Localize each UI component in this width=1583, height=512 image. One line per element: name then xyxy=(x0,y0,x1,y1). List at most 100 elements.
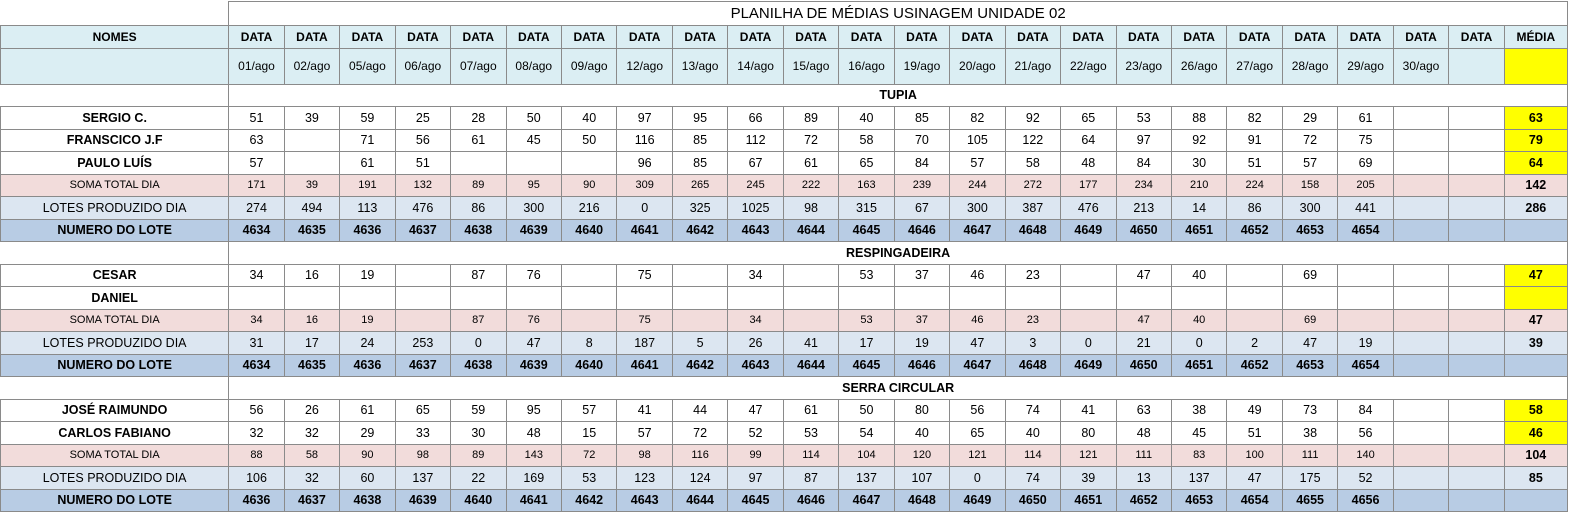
soma-total-row-cell[interactable]: 89 xyxy=(450,443,507,467)
value-cell[interactable]: 59 xyxy=(339,106,396,130)
value-cell[interactable] xyxy=(1060,286,1117,310)
numero-lote-row-cell[interactable]: 4648 xyxy=(893,488,951,512)
soma-total-row-cell[interactable]: 104 xyxy=(838,443,895,467)
value-cell[interactable]: 85 xyxy=(671,151,729,175)
value-cell[interactable]: 80 xyxy=(893,398,951,422)
soma-total-row-cell[interactable] xyxy=(394,308,452,332)
numero-lote-row-cell[interactable]: 4651 xyxy=(1170,218,1228,242)
data-header-cell[interactable]: DATA xyxy=(727,25,784,49)
value-cell[interactable]: 61 xyxy=(339,398,396,422)
soma-total-row-cell[interactable]: 177 xyxy=(1060,173,1117,197)
value-cell[interactable]: 61 xyxy=(782,151,840,175)
numero-lote-row-cell[interactable] xyxy=(1448,353,1505,377)
value-cell[interactable] xyxy=(671,286,729,310)
lotes-produzido-row-cell[interactable]: 53 xyxy=(560,466,618,490)
soma-total-row-cell[interactable]: 111 xyxy=(1281,443,1339,467)
soma-total-row-cell[interactable]: 309 xyxy=(616,173,673,197)
soma-total-row-cell[interactable] xyxy=(1226,308,1283,332)
data-header-cell[interactable]: DATA xyxy=(339,25,396,49)
numero-lote-row-cell[interactable]: 4636 xyxy=(228,488,285,512)
lotes-produzido-row-cell[interactable]: 24 xyxy=(339,331,396,355)
numero-lote-row-cell[interactable]: 4635 xyxy=(283,218,341,242)
value-cell[interactable] xyxy=(450,286,507,310)
value-cell[interactable]: 80 xyxy=(1060,421,1117,445)
numero-lote-row-cell[interactable]: 4645 xyxy=(727,488,784,512)
numero-lote-row-cell[interactable]: 4647 xyxy=(949,218,1006,242)
lotes-produzido-row-cell[interactable]: 315 xyxy=(838,196,895,220)
numero-lote-row-cell[interactable]: 4653 xyxy=(1281,218,1339,242)
value-cell[interactable]: 38 xyxy=(1281,421,1339,445)
numero-lote-row-cell[interactable]: 4651 xyxy=(1170,353,1228,377)
numero-lote-row-cell[interactable]: 4653 xyxy=(1281,353,1339,377)
value-cell[interactable] xyxy=(1392,151,1450,175)
value-cell[interactable]: 51 xyxy=(228,106,285,130)
value-cell[interactable]: 19 xyxy=(339,263,396,287)
value-cell[interactable] xyxy=(1392,263,1450,287)
value-cell[interactable]: 38 xyxy=(1170,398,1228,422)
soma-total-row-cell[interactable]: 191 xyxy=(339,173,396,197)
value-cell[interactable]: 28 xyxy=(450,106,507,130)
value-cell[interactable]: 61 xyxy=(339,151,396,175)
soma-total-row-cell[interactable]: 88 xyxy=(228,443,285,467)
lotes-produzido-row-media[interactable]: 286 xyxy=(1503,196,1569,220)
numero-lote-row-cell[interactable]: 4642 xyxy=(671,353,729,377)
soma-total-row-cell[interactable]: 272 xyxy=(1004,173,1062,197)
value-cell[interactable]: 45 xyxy=(505,128,562,152)
value-cell[interactable] xyxy=(339,286,396,310)
names-header[interactable]: NOMES xyxy=(0,25,230,49)
value-cell[interactable]: 37 xyxy=(893,263,951,287)
value-cell[interactable] xyxy=(560,263,618,287)
numero-lote-row-cell[interactable]: 4643 xyxy=(616,488,673,512)
numero-lote-row-cell[interactable]: 4652 xyxy=(1226,218,1283,242)
soma-total-row-cell[interactable]: 239 xyxy=(893,173,951,197)
soma-total-row-cell[interactable]: 234 xyxy=(1115,173,1172,197)
data-header-cell[interactable]: DATA xyxy=(505,25,562,49)
lotes-produzido-row-cell[interactable]: 137 xyxy=(838,466,895,490)
value-cell[interactable]: 48 xyxy=(505,421,562,445)
value-cell[interactable]: 89 xyxy=(782,106,840,130)
lotes-produzido-row-cell[interactable]: 86 xyxy=(1226,196,1283,220)
numero-lote-row-cell[interactable]: 4636 xyxy=(339,353,396,377)
value-cell[interactable] xyxy=(283,151,341,175)
value-cell[interactable]: 96 xyxy=(616,151,673,175)
soma-total-row-cell[interactable]: 76 xyxy=(505,308,562,332)
media-header[interactable]: MÉDIA xyxy=(1503,25,1569,49)
section-left-blank[interactable] xyxy=(0,241,229,264)
lotes-produzido-row-cell[interactable]: 107 xyxy=(893,466,951,490)
value-cell[interactable]: 65 xyxy=(394,398,452,422)
soma-total-row-cell[interactable]: 19 xyxy=(339,308,396,332)
media-cell[interactable]: 63 xyxy=(1503,106,1569,130)
soma-total-row-cell[interactable] xyxy=(1392,308,1450,332)
lotes-produzido-row-cell[interactable]: 476 xyxy=(1060,196,1117,220)
value-cell[interactable]: 75 xyxy=(616,263,673,287)
value-cell[interactable] xyxy=(1226,286,1283,310)
lotes-produzido-row-cell[interactable]: 17 xyxy=(283,331,341,355)
soma-total-row-cell[interactable] xyxy=(1392,173,1450,197)
date-cell[interactable]: 20/ago xyxy=(949,47,1006,85)
dates-label-cell[interactable] xyxy=(0,47,230,85)
date-cell[interactable]: 09/ago xyxy=(560,47,618,85)
numero-lote-row-cell[interactable]: 4639 xyxy=(505,218,562,242)
value-cell[interactable]: 82 xyxy=(949,106,1006,130)
lotes-produzido-row-cell[interactable]: 0 xyxy=(1170,331,1228,355)
soma-total-row-cell[interactable]: 99 xyxy=(727,443,784,467)
value-cell[interactable] xyxy=(1448,106,1505,130)
numero-lote-row-cell[interactable]: 4655 xyxy=(1281,488,1339,512)
soma-total-row-cell[interactable]: 100 xyxy=(1226,443,1283,467)
value-cell[interactable]: 97 xyxy=(616,106,673,130)
soma-total-row-cell[interactable]: 37 xyxy=(893,308,951,332)
soma-total-row-cell[interactable]: 163 xyxy=(838,173,895,197)
numero-lote-row-cell[interactable]: 4646 xyxy=(893,218,951,242)
date-cell[interactable]: 02/ago xyxy=(283,47,341,85)
lotes-produzido-row-cell[interactable]: 123 xyxy=(616,466,673,490)
value-cell[interactable]: 85 xyxy=(671,128,729,152)
lotes-produzido-row-cell[interactable]: 169 xyxy=(505,466,562,490)
value-cell[interactable]: 57 xyxy=(616,421,673,445)
value-cell[interactable]: 16 xyxy=(283,263,341,287)
value-cell[interactable] xyxy=(1004,286,1062,310)
soma-total-row-cell[interactable]: 116 xyxy=(671,443,729,467)
value-cell[interactable] xyxy=(1226,263,1283,287)
value-cell[interactable] xyxy=(1392,286,1450,310)
value-cell[interactable]: 34 xyxy=(228,263,285,287)
soma-total-row-cell[interactable]: 16 xyxy=(283,308,341,332)
